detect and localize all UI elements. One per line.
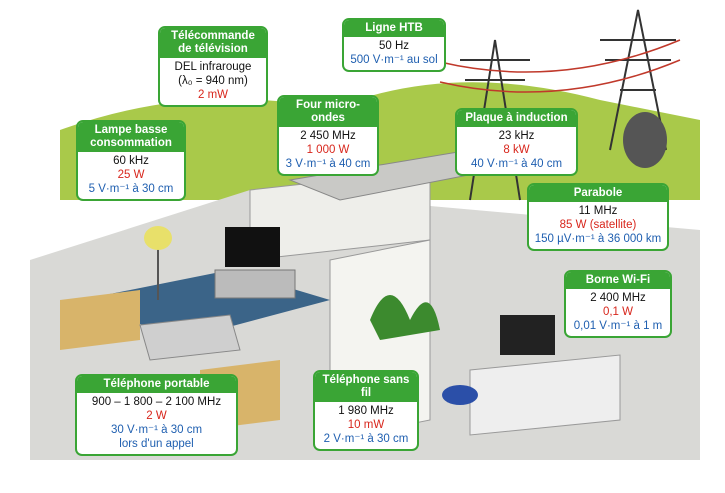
callout-title: Téléphone sans fil <box>315 372 417 402</box>
desk <box>469 354 621 436</box>
plants <box>370 295 440 340</box>
spec: 1 980 MHz <box>338 405 394 417</box>
satellite-dish <box>623 112 667 168</box>
spec: 2 mW <box>197 89 229 101</box>
tv-stand <box>214 269 296 299</box>
spec: (λ₀ = 940 nm) <box>178 75 248 87</box>
spec: 30 V·m⁻¹ à 30 cm <box>110 424 203 436</box>
spec: 8 kW <box>503 144 530 156</box>
spec: 10 mW <box>347 419 385 431</box>
spec: 23 kHz <box>498 130 535 142</box>
armchair <box>60 290 140 350</box>
callout: Ligne HTB 50 Hz 500 V·m⁻¹ au sol <box>342 18 446 72</box>
spec: 5 V·m⁻¹ à 30 cm <box>88 183 174 195</box>
spec: 2 450 MHz <box>300 130 356 142</box>
callout-title: Parabole <box>529 185 667 202</box>
callout: Borne Wi-Fi 2 400 MHz 0,1 W 0,01 V·m⁻¹ à 1… <box>564 270 672 338</box>
spec: 2 V·m⁻¹ à 30 cm <box>323 433 409 445</box>
callout-title: Télécommande de télévision <box>160 28 266 58</box>
spec: 900 – 1 800 – 2 100 MHz <box>91 396 222 408</box>
spec: 11 MHz <box>578 205 618 217</box>
spec: 85 W (satellite) <box>559 219 637 231</box>
callout: Parabole 11 MHz 85 W (satellite) 150 µV·m⁻… <box>527 183 669 251</box>
spec: 2 400 MHz <box>590 292 646 304</box>
spec: lors d'un appel <box>119 438 194 450</box>
callout: Plaque à induction 23 kHz 8 kW 40 V·m⁻¹ à … <box>455 108 578 176</box>
callout-title: Borne Wi-Fi <box>566 272 670 289</box>
spec: 0,01 V·m⁻¹ à 1 m <box>573 320 663 332</box>
callout: Four micro-ondes 2 450 MHz 1 000 W 3 V·m⁻¹… <box>277 95 379 176</box>
spec: DEL infrarouge <box>174 61 252 73</box>
spec: 1 000 W <box>306 144 350 156</box>
tv <box>225 227 280 267</box>
spec: 50 Hz <box>378 40 410 52</box>
callout-title: Plaque à induction <box>457 110 576 127</box>
spec: 60 kHz <box>113 155 149 167</box>
coffee-table <box>139 314 241 361</box>
spec: 3 V·m⁻¹ à 40 cm <box>285 158 371 170</box>
callout: Lampe basse consommation 60 kHz 25 W 5 V·m… <box>76 120 186 201</box>
spec: 0,1 W <box>602 306 634 318</box>
spec: 25 W <box>117 169 145 181</box>
callout-title: Téléphone portable <box>77 376 236 393</box>
callout-title: Ligne HTB <box>344 20 444 37</box>
callout-title: Lampe basse consommation <box>78 122 184 152</box>
callout: Télécommande de télévision DEL infraroug… <box>158 26 268 107</box>
power-lines <box>439 39 681 93</box>
computer <box>500 315 555 355</box>
spec: 500 V·m⁻¹ au sol <box>350 54 438 66</box>
lamp <box>144 226 172 250</box>
chair <box>442 385 478 405</box>
spec: 2 W <box>146 410 167 422</box>
callout: Téléphone portable 900 – 1 800 – 2 100 M… <box>75 374 238 456</box>
callout: Téléphone sans fil 1 980 MHz 10 mW 2 V·m⁻¹… <box>313 370 419 451</box>
spec: 150 µV·m⁻¹ à 36 000 km <box>534 233 662 245</box>
spec: 40 V·m⁻¹ à 40 cm <box>470 158 563 170</box>
callout-title: Four micro-ondes <box>279 97 377 127</box>
